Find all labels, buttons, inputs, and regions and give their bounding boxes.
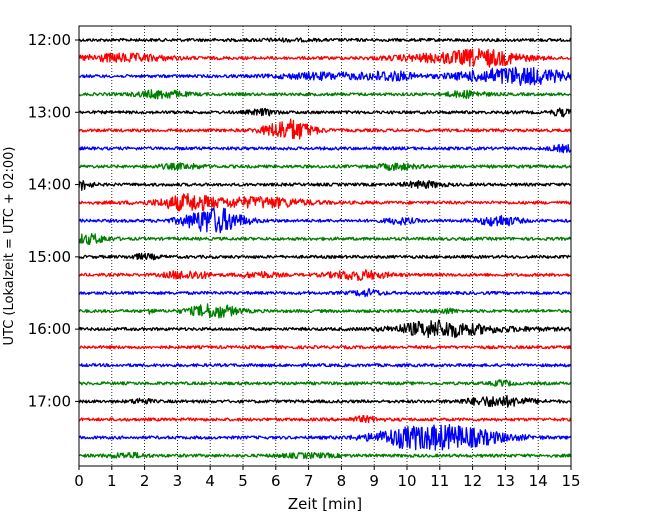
y-axis: 12:00 13:00 14:00 15:00 16:00 17:00 [28,31,79,410]
trace-line [78,118,572,140]
x-tick-label: 8 [337,472,347,490]
trace-line [79,303,572,319]
trace-line [78,451,572,460]
x-axis: 0 1 2 3 4 5 6 7 8 9 10 11 12 13 14 15 [74,466,581,490]
x-axis-label: Zeit [min] [288,495,362,513]
x-tick-label: 2 [140,472,150,490]
x-tick-label: 5 [238,472,248,490]
trace-line [78,37,571,43]
vertical-grid [111,26,539,466]
trace-line [78,232,572,246]
y-tick-label: 14:00 [28,176,71,194]
trace-line [78,162,571,172]
trace-line [78,395,572,408]
y-tick-label: 12:00 [28,31,71,49]
plot-background [79,26,571,466]
trace-line [78,207,572,234]
trace-line [78,319,572,339]
trace-line [78,252,572,261]
y-axis-label: UTC (Lokalzeit = UTC + 02:00) [2,147,17,346]
x-tick-label: 11 [430,472,449,490]
x-tick-label: 1 [107,472,117,490]
x-tick-label: 7 [304,472,314,490]
x-tick-label: 0 [74,472,84,490]
trace-line [78,107,572,118]
x-tick-label: 10 [397,472,416,490]
trace-line [78,414,572,424]
trace-line [78,363,572,368]
trace-line [78,179,572,191]
trace-line [78,379,572,387]
trace-line [78,143,572,154]
x-tick-label: 14 [529,472,548,490]
x-tick-label: 12 [463,472,482,490]
trace-line [78,48,572,68]
trace-line [78,288,572,298]
x-tick-label: 4 [205,472,215,490]
x-tick-label: 15 [561,472,580,490]
x-tick-label: 13 [496,472,515,490]
plot-frame [78,25,572,467]
trace-line [78,269,572,282]
x-tick-label: 9 [369,472,379,490]
x-tick-label: 3 [173,472,183,490]
trace-line [78,423,572,451]
x-tick-label: 6 [271,472,281,490]
trace-line [78,193,572,212]
y-tick-label: 17:00 [28,392,71,410]
y-tick-label: 13:00 [28,103,71,121]
traces [78,37,572,460]
y-tick-label: 15:00 [28,248,71,266]
trace-line [78,345,572,350]
trace-line [78,89,572,100]
y-tick-label: 16:00 [28,320,71,338]
trace-line [78,66,572,87]
